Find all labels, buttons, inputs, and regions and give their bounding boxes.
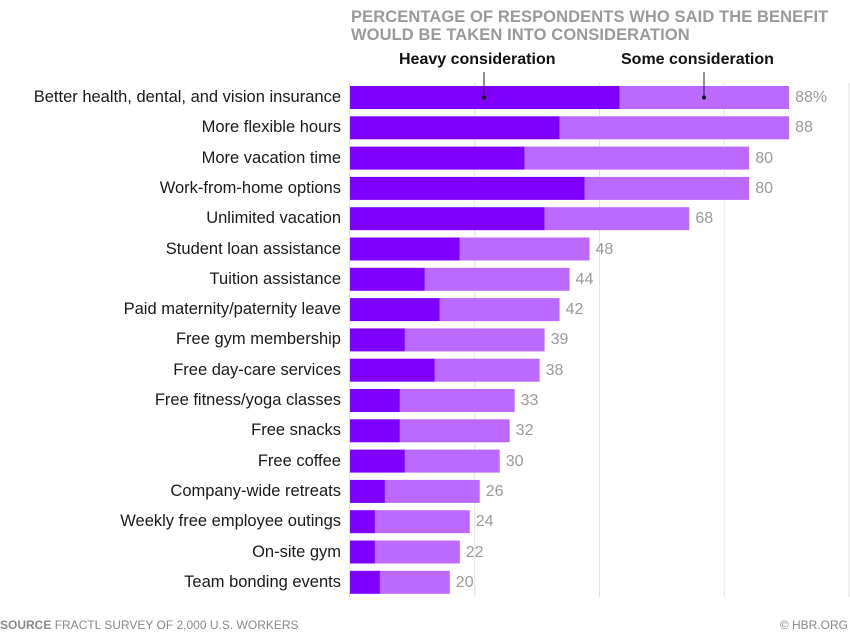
category-label: More flexible hours xyxy=(201,118,341,137)
bar-heavy-15 xyxy=(350,540,375,564)
bar-some-16 xyxy=(379,570,450,594)
bar-some-2 xyxy=(524,146,750,170)
value-label: 24 xyxy=(475,513,494,531)
bar-some-3 xyxy=(584,176,750,200)
bar-some-14 xyxy=(374,510,470,534)
bar-heavy-12 xyxy=(350,449,405,473)
bar-some-1 xyxy=(559,116,790,140)
category-label: Company-wide retreats xyxy=(170,481,341,500)
bar-some-13 xyxy=(384,479,480,503)
chart-title-line-2: WOULD BE TAKEN INTO CONSIDERATION xyxy=(351,26,690,44)
category-label: Free gym membership xyxy=(175,330,341,349)
source-label: SOURCE xyxy=(0,618,52,632)
value-label: 32 xyxy=(515,422,534,440)
chart-title: PERCENTAGE OF RESPONDENTS WHO SAID THE B… xyxy=(351,8,846,44)
bar-some-10 xyxy=(399,389,515,412)
value-label: 38 xyxy=(545,361,564,379)
category-label: Better health, dental, and vision insura… xyxy=(33,88,341,106)
value-label: 80 xyxy=(755,179,773,197)
bar-some-7 xyxy=(439,298,560,322)
bar-some-15 xyxy=(374,540,460,564)
category-label: Free coffee xyxy=(257,451,341,470)
bar-heavy-14 xyxy=(350,510,375,534)
category-label: Free snacks xyxy=(251,421,341,440)
legend-some-consideration: Some consideration xyxy=(621,51,774,68)
category-label: Work-from-home options xyxy=(159,178,341,197)
bar-some-9 xyxy=(434,358,540,382)
category-label: Student loan assistance xyxy=(165,239,341,258)
bar-heavy-2 xyxy=(350,146,525,170)
bar-heavy-8 xyxy=(350,328,405,352)
bar-heavy-16 xyxy=(350,570,380,594)
value-label: 68 xyxy=(695,210,714,228)
value-label: 44 xyxy=(575,270,594,288)
value-label: 88% xyxy=(795,89,828,106)
value-label: 20 xyxy=(455,573,474,591)
category-label: Weekly free employee outings xyxy=(120,512,341,531)
bar-heavy-4 xyxy=(350,207,545,231)
legend-pointer-some-dot xyxy=(702,95,706,100)
value-label: 48 xyxy=(595,240,614,258)
chart-title-line-1: PERCENTAGE OF RESPONDENTS WHO SAID THE B… xyxy=(351,8,829,26)
value-label: 80 xyxy=(755,149,773,167)
bar-heavy-7 xyxy=(350,298,440,322)
bar-heavy-6 xyxy=(350,267,425,291)
bar-some-8 xyxy=(404,328,545,352)
copyright-credit: © HBR.ORG xyxy=(779,618,848,632)
bar-some-11 xyxy=(399,419,510,443)
bar-heavy-13 xyxy=(350,479,385,503)
category-label: On-site gym xyxy=(252,542,341,561)
value-label: 42 xyxy=(565,301,584,319)
bar-heavy-9 xyxy=(350,358,435,382)
category-label: Free fitness/yoga classes xyxy=(154,391,341,409)
value-label: 33 xyxy=(520,392,539,409)
bar-some-4 xyxy=(544,207,690,231)
bar-heavy-3 xyxy=(350,176,585,200)
bar-heavy-5 xyxy=(350,237,460,261)
value-label: 26 xyxy=(485,482,504,500)
bar-heavy-11 xyxy=(350,419,400,443)
bar-some-12 xyxy=(404,449,500,473)
category-label: Team bonding events xyxy=(184,572,341,591)
value-label: 88 xyxy=(795,119,813,137)
bar-some-5 xyxy=(459,237,590,261)
category-label: More vacation time xyxy=(201,148,341,167)
value-label: 30 xyxy=(505,452,524,470)
bar-heavy-1 xyxy=(350,116,560,140)
category-label: Free day-care services xyxy=(173,360,341,379)
bar-heavy-10 xyxy=(350,389,400,412)
category-label: Tuition assistance xyxy=(209,269,341,288)
source-text: FRACTL SURVEY OF 2,000 U.S. WORKERS xyxy=(54,618,299,632)
category-label: Paid maternity/paternity leave xyxy=(123,300,341,319)
value-label: 39 xyxy=(550,331,569,349)
legend-heavy-consideration: Heavy consideration xyxy=(399,51,556,68)
legend-pointer-heavy-dot xyxy=(482,95,486,100)
value-label: 22 xyxy=(465,543,484,561)
source-note: SOURCE FRACTL SURVEY OF 2,000 U.S. WORKE… xyxy=(0,618,299,632)
bar-some-6 xyxy=(424,267,570,291)
category-label: Unlimited vacation xyxy=(206,209,341,228)
